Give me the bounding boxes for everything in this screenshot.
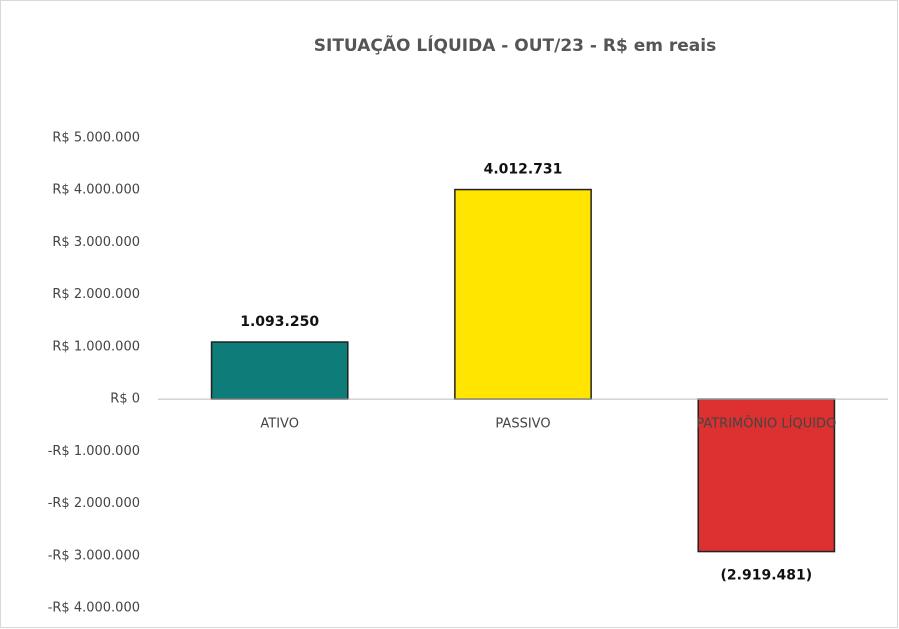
bar — [697, 398, 836, 553]
y-tick-label: -R$ 3.000.000 — [48, 548, 140, 563]
y-tick-label: R$ 2.000.000 — [52, 287, 140, 302]
data-label: 1.093.250 — [240, 314, 319, 330]
x-tick-label: PASSIVO — [495, 417, 550, 432]
x-tick-label: ATIVO — [260, 417, 299, 432]
y-tick-label: R$ 0 — [110, 392, 140, 407]
y-tick-label: R$ 3.000.000 — [52, 235, 140, 250]
y-tick-label: -R$ 1.000.000 — [48, 444, 140, 459]
data-label: 4.012.731 — [484, 162, 563, 178]
bar — [454, 188, 592, 400]
chart-title: SITUAÇÃO LÍQUIDA - OUT/23 - R$ em reais — [314, 33, 716, 56]
y-tick-label: R$ 5.000.000 — [52, 131, 140, 146]
data-label: (2.919.481) — [721, 568, 813, 584]
bar — [210, 341, 349, 400]
y-tick-label: -R$ 4.000.000 — [48, 601, 140, 616]
x-tick-label: PATRIMÔNIO LÍQUIDO — [696, 416, 836, 432]
y-tick-label: -R$ 2.000.000 — [48, 496, 140, 511]
y-tick-label: R$ 4.000.000 — [52, 183, 140, 198]
y-tick-label: R$ 1.000.000 — [52, 339, 140, 354]
